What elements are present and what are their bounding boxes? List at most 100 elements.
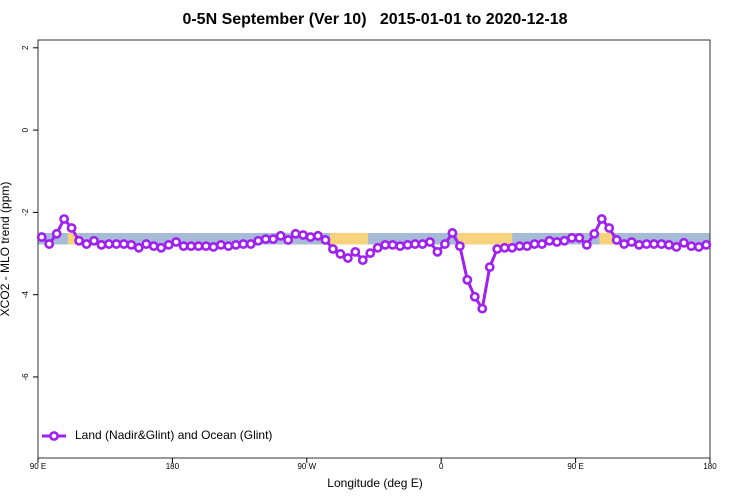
data-point: [253, 235, 264, 246]
data-point: [425, 237, 435, 247]
data-point: [559, 235, 570, 246]
data-point: [484, 262, 495, 273]
data-point: [395, 241, 406, 252]
data-point: [283, 235, 294, 245]
data-point: [589, 228, 600, 239]
x-tick-label: 90 E: [567, 462, 583, 471]
data-point: [522, 241, 532, 252]
data-point: [350, 246, 361, 257]
surface-band: [599, 232, 615, 245]
chart-title: 0-5N September (Ver 10) 2015-01-01 to 20…: [182, 11, 567, 28]
data-point: [335, 249, 346, 259]
data-point: [447, 228, 458, 238]
data-point: [581, 239, 592, 250]
data-point: [507, 242, 518, 253]
data-point: [118, 239, 129, 249]
data-point: [574, 232, 585, 243]
data-point: [96, 239, 107, 250]
data-point: [686, 241, 697, 252]
data-point: [260, 234, 271, 245]
legend-marker: [49, 431, 59, 441]
data-point: [701, 239, 712, 250]
data-point: [529, 239, 540, 249]
data-point: [417, 239, 428, 249]
y-tick-label: -4: [21, 291, 30, 299]
data-point: [365, 248, 376, 259]
data-point: [178, 241, 189, 252]
data-point: [649, 239, 659, 249]
data-point: [664, 239, 674, 250]
data-point: [678, 237, 689, 248]
data-point: [111, 239, 122, 249]
data-point: [245, 239, 256, 249]
data-point: [133, 242, 144, 253]
data-point: [51, 228, 62, 239]
x-axis-label: Longitude (deg E): [327, 476, 422, 490]
data-point: [230, 239, 241, 250]
data-point: [619, 239, 630, 249]
data-point: [81, 239, 92, 249]
data-point: [238, 239, 249, 249]
data-point: [148, 241, 159, 252]
data-point: [387, 239, 398, 250]
data-point: [104, 239, 114, 249]
data-point: [357, 255, 368, 266]
plot-frame: [37, 39, 711, 459]
data-point: [328, 244, 338, 254]
data-point: [74, 235, 84, 246]
data-point: [89, 235, 99, 246]
data-point: [59, 214, 70, 224]
data-point: [552, 237, 562, 247]
data-point: [36, 232, 47, 242]
data-point: [223, 241, 234, 252]
data-point: [208, 242, 219, 252]
data-point: [671, 242, 682, 252]
data-point: [268, 234, 279, 245]
data-point: [604, 223, 615, 233]
data-point: [380, 239, 391, 250]
series-line: [40, 216, 707, 313]
data-point: [275, 230, 286, 241]
y-axis-label: XCO2 - MLO trend (ppm): [0, 182, 12, 317]
data-point: [216, 239, 226, 250]
data-point: [514, 241, 525, 252]
data-point: [611, 235, 622, 245]
data-point: [305, 232, 316, 242]
data-point: [342, 253, 353, 263]
data-point: [290, 228, 301, 239]
data-point: [313, 230, 323, 241]
surface-band: [67, 232, 79, 245]
data-point: [440, 239, 450, 249]
data-point: [634, 239, 644, 250]
data-point: [544, 235, 555, 246]
data-point: [186, 241, 196, 252]
data-point: [298, 230, 308, 240]
data-point: [537, 239, 547, 249]
data-point: [193, 241, 204, 252]
data-point: [454, 241, 465, 252]
data-point: [66, 223, 77, 233]
surface-band: [457, 232, 513, 245]
data-point: [462, 274, 473, 285]
x-tick-label: 90 E: [30, 462, 46, 471]
data-point: [156, 242, 167, 253]
data-point: [44, 239, 55, 249]
data-point: [171, 237, 182, 247]
data-point: [596, 214, 607, 224]
y-tick-label: 2: [21, 45, 30, 50]
y-tick-label: -6: [21, 373, 30, 381]
x-tick-label: 180: [703, 462, 717, 471]
data-point: [372, 242, 383, 253]
legend-label: Land (Nadir&Glint) and Ocean (Glint): [75, 428, 272, 442]
data-point: [469, 291, 480, 302]
x-tick-label: 180: [166, 462, 180, 471]
data-point: [141, 239, 152, 249]
y-tick-label: 0: [21, 127, 30, 132]
data-point: [626, 237, 637, 247]
data-point: [163, 239, 174, 250]
data-point: [693, 242, 704, 252]
data-point: [499, 242, 510, 253]
data-point: [477, 303, 488, 314]
data-point: [656, 239, 667, 249]
